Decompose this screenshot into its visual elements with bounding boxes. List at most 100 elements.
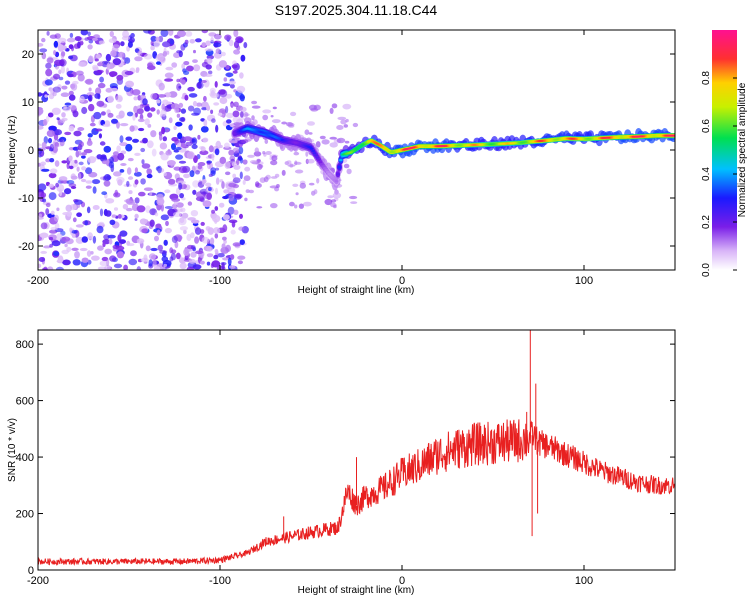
noise-blob: [136, 266, 141, 270]
transition-blob: [292, 183, 299, 187]
transition-blob: [294, 204, 298, 209]
noise-blob: [240, 111, 244, 118]
noise-blob: [217, 253, 225, 258]
noise-blob: [206, 192, 212, 201]
noise-blob: [219, 89, 228, 98]
noise-blob: [165, 150, 172, 156]
noise-blob: [53, 214, 59, 222]
noise-blob: [79, 95, 85, 103]
noise-blob: [191, 144, 198, 150]
noise-blob: [147, 112, 153, 118]
transition-blob: [294, 160, 298, 166]
transition-blob: [256, 206, 263, 209]
noise-blob: [45, 115, 50, 123]
noise-blob: [88, 55, 94, 63]
noise-blob: [188, 258, 196, 264]
noise-blob: [48, 192, 57, 201]
noise-blob: [68, 165, 74, 170]
noise-blob: [61, 160, 68, 164]
noise-blob: [119, 169, 125, 173]
spectrogram-y-ticks: -20 -10 0 10 20: [18, 49, 675, 253]
noise-blob: [189, 39, 196, 44]
spectrogram-y-label: Frequency (Hz): [7, 116, 18, 185]
noise-blob: [134, 171, 142, 177]
noise-blob: [193, 155, 198, 164]
noise-blob: [72, 217, 77, 223]
noise-blob: [48, 125, 57, 132]
noise-blob: [116, 176, 125, 184]
noise-blob: [175, 154, 184, 160]
noise-blob: [218, 108, 226, 115]
noise-blob: [125, 136, 133, 141]
noise-blob: [58, 176, 68, 182]
noise-blob: [208, 145, 214, 153]
snr-x-ticks: -200 -100 0 100: [27, 330, 593, 587]
noise-blob: [74, 251, 80, 259]
transition-blob: [233, 164, 241, 170]
noise-blob: [183, 70, 190, 76]
noise-blob: [76, 212, 82, 217]
noise-blob: [150, 93, 158, 100]
noise-blob: [160, 109, 167, 117]
noise-blob: [141, 163, 151, 169]
noise-blob: [119, 123, 129, 127]
transition-blob: [336, 137, 346, 144]
noise-blob: [145, 245, 151, 252]
noise-blob: [113, 263, 123, 269]
transition-blob: [289, 163, 294, 168]
noise-blob: [178, 182, 183, 190]
noise-blob: [233, 40, 240, 49]
noise-blob: [194, 236, 200, 244]
noise-blob: [219, 96, 228, 105]
noise-blob: [210, 36, 214, 43]
noise-blob: [222, 257, 230, 261]
transition-blob: [251, 105, 261, 109]
noise-blob: [103, 145, 112, 153]
noise-blob: [69, 32, 74, 38]
noise-blob: [38, 183, 47, 191]
noise-blob: [206, 58, 213, 64]
noise-blob: [215, 177, 220, 185]
noise-blob: [229, 160, 238, 164]
noise-blob: [205, 64, 212, 70]
noise-blob: [81, 257, 89, 263]
transition-blob: [305, 151, 309, 157]
noise-blob: [41, 141, 47, 149]
noise-blob: [49, 34, 58, 39]
noise-blob: [221, 181, 225, 189]
noise-blob: [171, 62, 178, 68]
noise-blob: [229, 140, 238, 144]
noise-blob: [192, 100, 198, 107]
noise-blob: [176, 78, 181, 83]
noise-blob: [101, 191, 108, 196]
noise-blob: [41, 37, 46, 43]
noise-blob: [107, 234, 116, 239]
noise-blob: [102, 123, 111, 128]
noise-blob: [233, 209, 239, 215]
noise-blob: [96, 69, 104, 74]
noise-blob: [74, 36, 82, 42]
noise-blob: [176, 113, 181, 118]
noise-blob: [224, 142, 230, 149]
y-tick-label: 200: [16, 509, 34, 521]
noise-blob: [199, 188, 209, 195]
transition-blob: [258, 164, 264, 168]
spectrogram-x-ticks: -200 -100 0 100: [27, 30, 593, 287]
noise-blob: [40, 250, 48, 254]
noise-blob: [180, 142, 186, 148]
noise-blob: [183, 136, 192, 142]
noise-blob: [139, 218, 148, 225]
noise-blob: [79, 247, 88, 252]
noise-blob: [127, 243, 135, 247]
noise-blob: [141, 228, 149, 234]
noise-blob: [225, 244, 232, 252]
noise-blob: [204, 48, 214, 52]
noise-blob: [48, 148, 54, 152]
noise-blob: [113, 171, 122, 177]
x-tick-label: 100: [575, 575, 593, 587]
noise-blob: [156, 109, 160, 115]
transition-blob: [345, 118, 349, 123]
noise-blob: [128, 258, 138, 266]
noise-blob: [179, 262, 187, 270]
noise-blob: [85, 185, 92, 189]
